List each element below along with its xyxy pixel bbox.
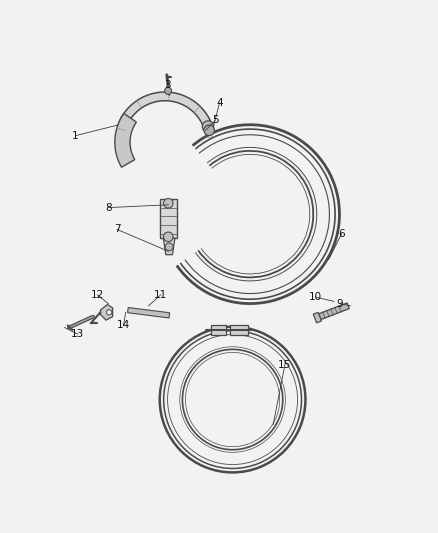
Text: 15: 15: [278, 360, 291, 370]
Polygon shape: [318, 303, 349, 319]
Circle shape: [165, 243, 173, 251]
Text: 7: 7: [113, 224, 120, 235]
Text: 5: 5: [212, 115, 218, 125]
Text: 6: 6: [338, 229, 344, 239]
Circle shape: [163, 232, 173, 241]
Text: 14: 14: [117, 320, 130, 330]
Polygon shape: [313, 312, 321, 323]
Text: 1: 1: [72, 131, 79, 141]
Text: 12: 12: [91, 290, 104, 300]
Circle shape: [202, 121, 213, 132]
Polygon shape: [115, 114, 136, 167]
Text: 10: 10: [308, 292, 321, 302]
Polygon shape: [127, 308, 169, 318]
Circle shape: [163, 198, 173, 208]
Circle shape: [204, 125, 214, 135]
Text: 9: 9: [336, 298, 342, 309]
Polygon shape: [163, 238, 174, 255]
Text: 4: 4: [215, 98, 223, 108]
Circle shape: [164, 87, 171, 94]
Text: 11: 11: [154, 290, 167, 300]
Polygon shape: [230, 325, 247, 335]
Text: 3: 3: [163, 80, 170, 91]
Polygon shape: [210, 325, 226, 335]
Text: 13: 13: [71, 329, 84, 339]
Polygon shape: [100, 304, 113, 320]
Polygon shape: [159, 199, 176, 238]
Polygon shape: [119, 92, 213, 132]
Text: 8: 8: [105, 203, 111, 213]
Circle shape: [106, 310, 112, 315]
